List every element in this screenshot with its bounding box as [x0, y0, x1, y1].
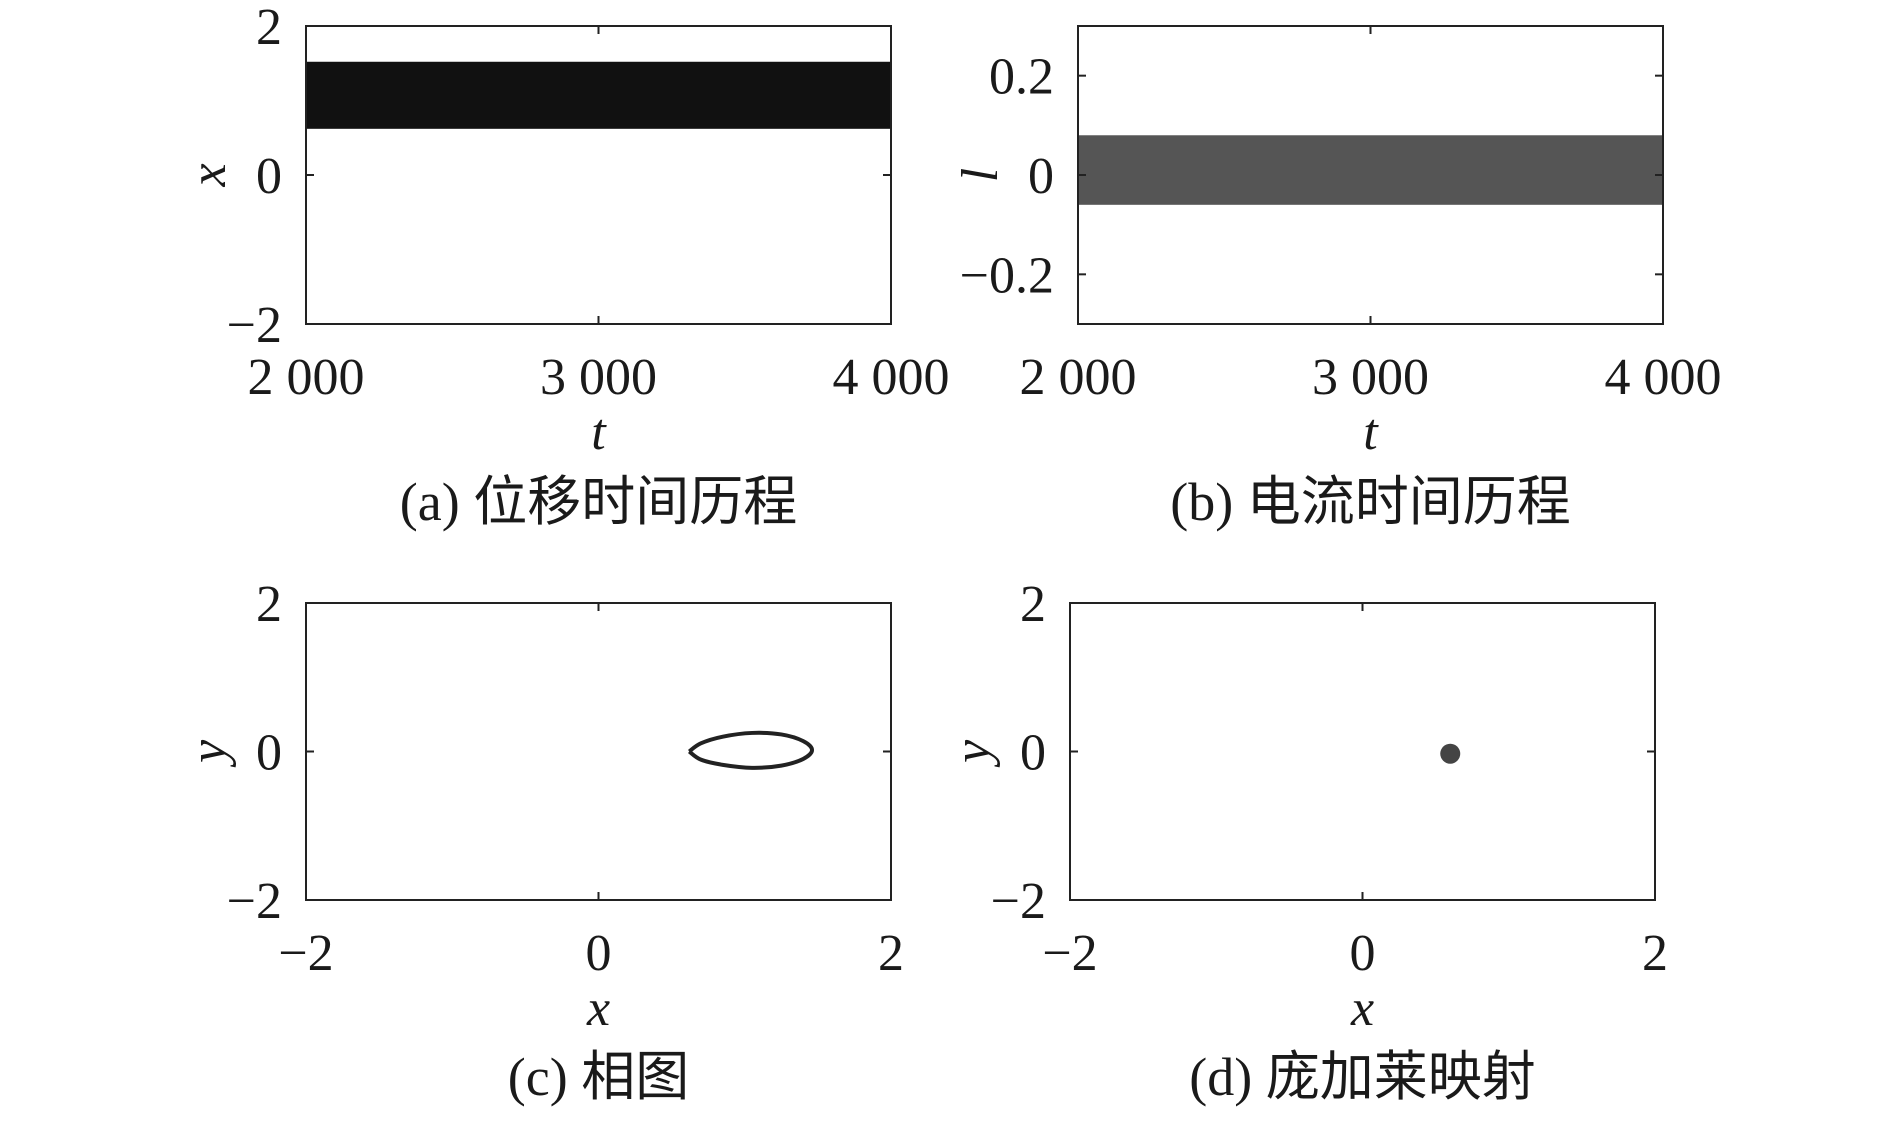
x-tick-label: 2 000: [1020, 349, 1137, 406]
plot-frame: [305, 602, 892, 901]
x-tick-label: 2: [1642, 925, 1668, 982]
y-tick-label: 0: [256, 725, 282, 782]
panel-caption: (a) 位移时间历程: [400, 472, 797, 532]
y-axis-label: x: [180, 163, 237, 187]
y-tick-label: 0: [1020, 725, 1046, 782]
x-tick-label: 2 000: [248, 349, 365, 406]
panel-d: −2 0 2 −2 0 2 x y (d) 庞加莱映射: [944, 576, 1668, 1107]
y-tick-label: −2: [227, 873, 282, 930]
plot-frame: [1069, 602, 1656, 901]
x-tick-label: 0: [586, 925, 612, 982]
panel-a: 2 000 3 000 4 000 −2 0 2 t x (a) 位移时间历程: [180, 0, 950, 532]
y-tick-label: 0: [1028, 148, 1054, 205]
y-tick-label: 0: [256, 148, 282, 205]
x-axis-label: t: [591, 404, 607, 461]
x-tick-label: 2: [878, 925, 904, 982]
x-tick-label: −2: [278, 925, 333, 982]
x-axis-label: t: [1363, 404, 1379, 461]
y-axis-label: y: [180, 739, 237, 768]
y-tick-label: 0.2: [989, 49, 1054, 106]
signal-band: [306, 61, 891, 129]
y-tick-label: 2: [1020, 576, 1046, 633]
x-tick-label: 3 000: [540, 349, 657, 406]
x-tick-label: 4 000: [1605, 349, 1722, 406]
panel-caption: (b) 电流时间历程: [1170, 472, 1570, 532]
x-tick-label: 3 000: [1312, 349, 1429, 406]
panel-caption: (d) 庞加莱映射: [1189, 1047, 1535, 1107]
poincare-point: [1440, 743, 1461, 764]
signal-band: [1078, 135, 1663, 205]
y-tick-label: 2: [256, 576, 282, 633]
panel-c: −2 0 2 −2 0 2 x y (c) 相图: [180, 576, 904, 1107]
panel-b: 2 000 3 000 4 000 −0.2 0 0.2 t l (b) 电流时间历程: [952, 25, 1722, 532]
x-tick-label: −2: [1042, 925, 1097, 982]
x-tick-label: 0: [1350, 925, 1376, 982]
y-tick-label: −2: [991, 873, 1046, 930]
phase-trajectory: [687, 730, 815, 770]
x-tick-label: 4 000: [833, 349, 950, 406]
y-tick-label: −0.2: [960, 247, 1054, 304]
x-axis-label: x: [1350, 980, 1374, 1037]
panel-caption: (c) 相图: [508, 1047, 689, 1107]
y-axis-label: l: [952, 168, 1009, 182]
y-tick-label: −2: [227, 297, 282, 354]
y-axis-label: y: [944, 739, 1001, 768]
y-tick-label: 2: [256, 0, 282, 56]
x-axis-label: x: [586, 980, 610, 1037]
